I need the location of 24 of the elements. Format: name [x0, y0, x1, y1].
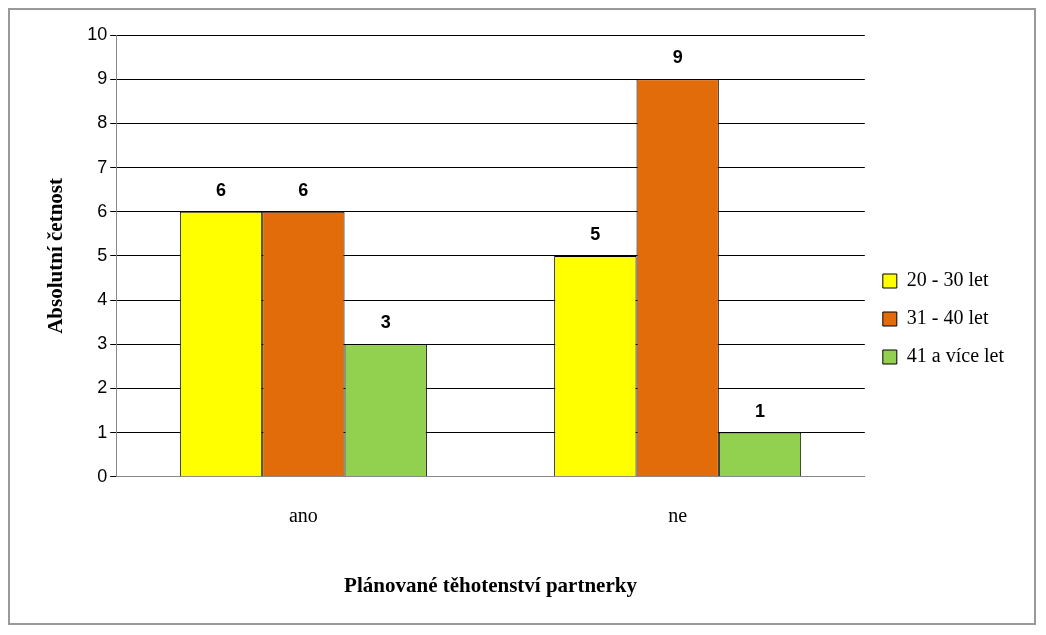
- data-label: 5: [590, 223, 601, 244]
- y-tick-label: 0: [97, 465, 108, 486]
- y-tick-label: 3: [97, 333, 108, 354]
- legend-label: 20 - 30 let: [906, 268, 989, 291]
- data-label: 6: [298, 179, 309, 200]
- data-label: 6: [216, 179, 227, 200]
- y-axis-title: Absolutní četnost: [43, 178, 68, 334]
- y-tick-label: 4: [97, 289, 108, 310]
- x-axis-title: Plánované těhotenství partnerky: [344, 572, 638, 597]
- legend-label: 31 - 40 let: [906, 306, 989, 329]
- data-label: 9: [672, 47, 683, 68]
- y-tick-label: 10: [87, 23, 108, 44]
- legend-label: 41 a více let: [906, 344, 1005, 367]
- y-tick-label: 9: [97, 68, 108, 89]
- data-label: 3: [380, 312, 391, 333]
- y-tick-label: 7: [97, 156, 108, 177]
- y-tick-label: 1: [97, 421, 108, 442]
- x-tick-label: ano: [288, 504, 318, 527]
- y-tick-label: 8: [97, 112, 108, 133]
- data-label: 1: [755, 400, 766, 421]
- y-tick-label: 5: [97, 244, 108, 265]
- y-tick-label: 2: [97, 377, 108, 398]
- x-tick-label: ne: [668, 504, 688, 527]
- y-tick-label: 6: [97, 200, 108, 221]
